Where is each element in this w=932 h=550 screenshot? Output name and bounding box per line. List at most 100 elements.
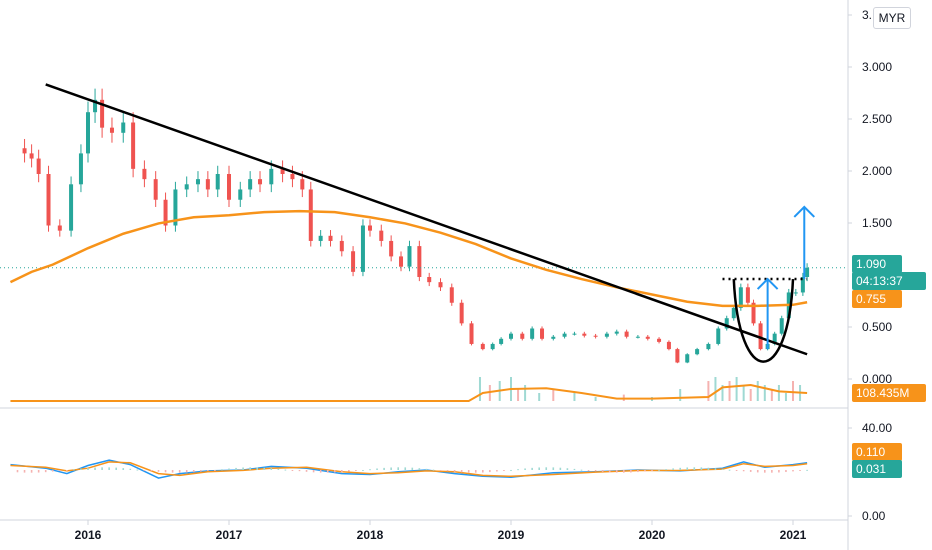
candle-body: [793, 292, 798, 294]
histogram-bar: [594, 470, 597, 472]
histogram-bar: [164, 470, 167, 473]
volume-bar: [679, 389, 682, 401]
histogram-bar: [411, 467, 414, 470]
histogram-bar: [559, 467, 562, 470]
volume-bar: [784, 393, 787, 401]
histogram-bar: [16, 470, 19, 473]
histogram-bar: [108, 467, 110, 470]
histogram-bar: [369, 469, 371, 471]
histogram-bar: [341, 470, 343, 473]
histogram-bar: [439, 470, 442, 471]
countdown-tag-bg: [852, 272, 926, 290]
target-arrow-head: [756, 277, 779, 290]
candle-body: [551, 336, 556, 339]
histogram-bar: [263, 467, 266, 470]
y-tick-label: 2.000: [862, 164, 892, 178]
candle-body: [318, 235, 323, 241]
volume-bar: [524, 385, 527, 401]
volume-bar: [594, 397, 597, 401]
histogram-bar: [749, 470, 752, 472]
histogram-bar: [178, 470, 181, 473]
candle-body: [604, 333, 609, 337]
volume-bar: [770, 389, 773, 401]
candle-body: [685, 354, 690, 363]
volume-panel: [10, 377, 808, 402]
candle-body: [351, 251, 356, 272]
histogram-bar: [23, 470, 26, 473]
histogram-bar: [150, 470, 153, 472]
x-tick-label: 2018: [357, 528, 384, 542]
histogram-bar: [270, 468, 273, 470]
candle-body: [368, 225, 372, 231]
histogram-bar: [482, 470, 484, 473]
osc-macd-tag-label: 0.031: [856, 462, 886, 476]
histogram-bar: [474, 470, 477, 473]
histogram-bar: [397, 467, 399, 470]
histogram-bar: [806, 469, 808, 471]
histogram-bar: [637, 470, 639, 473]
histogram-bar: [665, 469, 667, 471]
volume-ma-tag-label: 108.435M: [856, 386, 909, 400]
y-tick-label: 3.000: [862, 60, 892, 74]
histogram-bar: [510, 469, 512, 471]
histogram-bar: [580, 469, 583, 471]
histogram-bar: [376, 468, 378, 470]
histogram-bar: [348, 470, 350, 472]
volume-bar: [742, 385, 745, 401]
candle-body: [258, 179, 263, 185]
volume-bar: [763, 385, 766, 401]
histogram-bar: [249, 467, 251, 470]
candle-body: [46, 174, 51, 226]
y-tick-label: 2.500: [862, 112, 892, 126]
histogram-bar: [721, 468, 724, 470]
candle-body: [163, 199, 168, 226]
price-axis: 3. 3.000 2.500 2.000 1.500 0.500 0.000 40.00 0.0…: [848, 8, 892, 523]
candle-body: [205, 179, 210, 190]
histogram-bar: [658, 469, 660, 471]
x-tick-label: 2017: [216, 528, 243, 542]
candle-body: [93, 99, 98, 113]
histogram-bar: [552, 467, 555, 470]
candle-body: [248, 179, 253, 190]
currency-label[interactable]: MYR: [873, 7, 911, 29]
candle-body: [751, 302, 756, 324]
histogram-bar: [735, 470, 738, 471]
histogram-bar: [115, 467, 117, 470]
volume-ma-line: [10, 383, 808, 402]
volume-bar: [573, 393, 576, 401]
histogram-bar: [601, 470, 604, 472]
candle-body: [657, 338, 662, 342]
histogram-bar: [432, 469, 435, 471]
histogram-bar: [700, 467, 703, 470]
histogram-bar: [37, 470, 40, 473]
histogram-bar: [538, 467, 540, 470]
candle-body: [480, 343, 485, 350]
candle-body: [269, 168, 274, 185]
candle-body: [78, 153, 83, 185]
histogram-bar: [277, 468, 280, 470]
histogram-bar: [630, 470, 632, 473]
candle-body: [738, 287, 743, 308]
histogram-bar: [51, 470, 54, 472]
histogram-bar: [143, 470, 146, 471]
x-tick-label: 2016: [75, 528, 102, 542]
candle-body: [339, 240, 344, 252]
candle-body: [121, 122, 126, 133]
histogram-bar: [453, 470, 456, 472]
candle-body: [153, 179, 158, 200]
candle-body: [109, 127, 114, 133]
candle-body: [131, 122, 136, 169]
x-tick-label: 2021: [780, 528, 807, 542]
osc-signal-tag-label: 0.110: [856, 445, 885, 459]
candle-body: [389, 240, 394, 257]
histogram-bar: [756, 470, 759, 473]
candle-body: [427, 277, 432, 283]
countdown-tag-label: 04:13:37: [856, 274, 903, 288]
histogram-bar: [771, 470, 773, 473]
candle-body: [360, 225, 365, 272]
histogram-bar: [291, 470, 294, 471]
histogram-bar: [30, 470, 33, 473]
candle-body: [438, 282, 443, 288]
histogram-bar: [192, 470, 195, 473]
